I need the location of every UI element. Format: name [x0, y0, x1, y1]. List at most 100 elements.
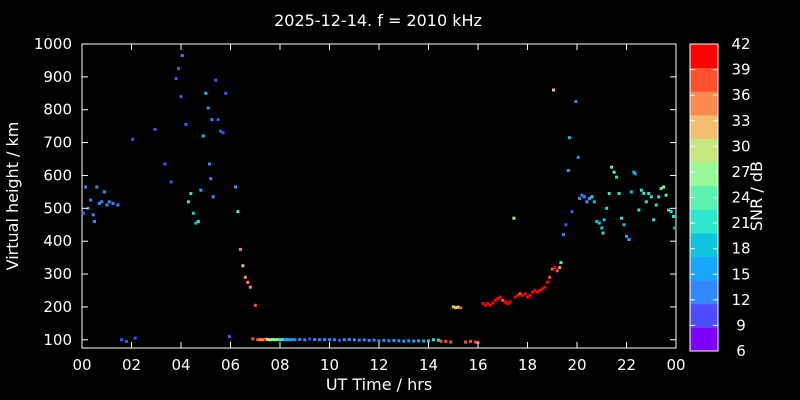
data-point	[474, 340, 477, 344]
x-tick-label: 12	[369, 356, 388, 374]
y-tick-label: 400	[43, 232, 72, 250]
data-point	[516, 293, 520, 297]
data-point	[186, 200, 190, 204]
data-point	[125, 339, 128, 343]
colorbar-segment	[690, 67, 718, 92]
colorbar-segment	[690, 327, 718, 352]
data-point	[216, 118, 220, 122]
data-point	[208, 162, 211, 166]
colorbar-tick-label: 42	[731, 35, 750, 53]
data-point	[657, 195, 661, 199]
data-point	[605, 206, 609, 210]
data-point	[288, 338, 292, 342]
x-tick-label: 14	[419, 356, 438, 374]
data-point	[568, 136, 572, 140]
colorbar-segment	[690, 138, 718, 163]
data-point	[131, 137, 135, 141]
data-point	[111, 201, 115, 205]
data-point	[402, 339, 406, 343]
x-tick-label: 08	[270, 356, 289, 374]
data-point	[580, 193, 584, 197]
data-point	[89, 198, 93, 202]
data-point	[102, 190, 106, 194]
data-point	[105, 203, 109, 207]
data-point	[281, 338, 284, 341]
data-point	[439, 339, 443, 343]
data-point	[318, 338, 322, 342]
data-point	[533, 289, 537, 292]
data-point	[194, 221, 198, 225]
data-point	[133, 336, 137, 340]
data-point	[243, 275, 247, 279]
data-point	[120, 338, 124, 342]
data-point	[464, 340, 468, 344]
data-point	[278, 338, 282, 342]
data-point	[553, 266, 557, 269]
data-point	[86, 206, 90, 210]
data-point	[328, 338, 331, 342]
data-point	[397, 339, 401, 343]
data-point	[382, 338, 386, 342]
data-point	[483, 303, 487, 307]
data-point	[206, 106, 210, 110]
data-point	[163, 162, 167, 166]
x-tick-label: 10	[320, 356, 339, 374]
data-point	[587, 197, 591, 200]
data-point	[566, 169, 570, 172]
data-point	[337, 338, 341, 342]
data-point	[672, 215, 675, 218]
data-point	[654, 203, 658, 207]
data-point	[570, 210, 574, 214]
data-point	[357, 338, 361, 342]
data-point	[617, 192, 621, 195]
data-point	[214, 78, 218, 82]
snr-colorbar: 6 9 12 15 18 21 24 27 30 33 36 39 42	[689, 35, 751, 360]
data-point	[273, 338, 277, 342]
data-point	[469, 339, 473, 343]
data-point	[303, 338, 307, 342]
y-tick-label: 800	[43, 101, 72, 119]
data-point	[285, 338, 289, 341]
data-point	[276, 338, 279, 341]
data-point	[523, 292, 527, 296]
data-point	[451, 305, 455, 309]
colorbar-segment	[690, 303, 718, 328]
data-point	[417, 339, 421, 343]
colorbar-tick-label: 27	[731, 163, 750, 181]
data-point	[540, 287, 544, 291]
data-point	[576, 155, 580, 159]
data-point	[637, 208, 641, 212]
data-point	[585, 200, 589, 204]
data-point	[597, 221, 601, 225]
data-point	[347, 338, 351, 341]
data-point	[97, 201, 101, 205]
colorbar-tick-label: 33	[731, 112, 750, 130]
data-point	[211, 195, 215, 199]
data-point	[263, 337, 267, 341]
data-point	[590, 195, 594, 199]
data-point	[436, 338, 440, 342]
data-point	[639, 188, 643, 192]
data-point	[261, 338, 265, 342]
data-point	[550, 267, 554, 271]
data-point	[561, 233, 565, 237]
x-tick-label: 02	[122, 356, 141, 374]
data-point	[615, 175, 619, 179]
data-point	[501, 298, 505, 302]
data-point	[100, 200, 104, 204]
data-point	[184, 123, 188, 126]
x-tick-label: 22	[617, 356, 636, 374]
data-point	[559, 261, 563, 265]
data-point	[221, 131, 225, 135]
data-point	[538, 289, 542, 292]
data-point	[427, 339, 430, 343]
x-tick-label: 00	[72, 356, 91, 374]
data-point	[92, 220, 96, 223]
data-point	[521, 293, 524, 297]
data-point	[496, 297, 500, 301]
data-point	[180, 54, 184, 57]
data-point	[531, 290, 534, 294]
colorbar-segment	[690, 114, 718, 139]
data-point	[248, 285, 252, 289]
